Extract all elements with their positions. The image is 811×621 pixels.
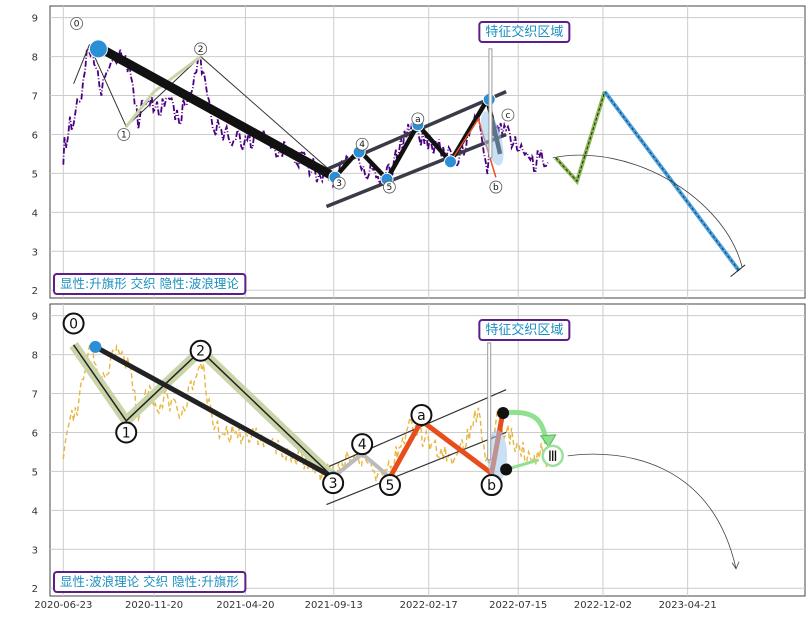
bottom-y-tick-label: 4 — [32, 506, 38, 517]
top-wave-label: c — [505, 111, 510, 121]
top-wave-label-circle — [355, 137, 369, 151]
top-projection-curve — [552, 154, 743, 267]
top-pattern-label-box — [53, 273, 247, 295]
bottom-wave-label-circle — [115, 421, 138, 444]
top-wave-label: 5 — [387, 183, 393, 193]
top-wave-label-circle — [117, 128, 131, 141]
x-tick-label: 2021-04-20 — [216, 600, 274, 611]
bottom-spike-marker — [487, 342, 492, 461]
bottom-wave-label-circle — [189, 339, 212, 362]
top-wave-label: 4 — [359, 140, 365, 150]
bottom-black-node — [500, 463, 513, 476]
top-blue-node — [88, 39, 108, 59]
bottom-wave-label-circle — [541, 444, 564, 468]
x-tick-label: 2023-04-21 — [659, 600, 717, 611]
bottom-y-tick-label: 6 — [32, 428, 38, 439]
bottom-downtrend-line — [94, 344, 335, 480]
top-y-tick-label: 3 — [32, 247, 38, 258]
top-y-tick-label: 6 — [32, 130, 38, 141]
bottom-projection-arrowhead — [731, 561, 740, 570]
bottom-wave-label: 2 — [196, 344, 205, 360]
top-pattern-label: 显性:升旗形 交织 隐性:波浪理论 — [60, 276, 239, 291]
top-wave-label-circle — [194, 42, 208, 56]
bottom-wave-label-circle — [62, 312, 85, 335]
top-wave-label: b — [493, 183, 499, 193]
bottom-wave-label: 5 — [386, 478, 395, 494]
bottom-zone-label: 特征交织区域 — [485, 322, 563, 338]
top-wave-label: 0 — [74, 20, 80, 30]
top-wave-label-circle — [382, 180, 396, 194]
bottom-wave-label-circle — [410, 403, 433, 426]
bottom-wave-label-circle — [378, 474, 401, 497]
top-plot-frame — [49, 5, 806, 299]
bottom-y-tick-label: 7 — [32, 390, 38, 401]
top-wave-band — [125, 55, 202, 128]
bottom-zone-label-box — [478, 319, 571, 341]
top-wave-label: a — [415, 115, 421, 125]
bottom-wave-label: 0 — [69, 316, 78, 332]
bottom-wave-label: 3 — [329, 476, 338, 492]
top-y-tick-label: 2 — [32, 286, 38, 297]
top-y-tick-label: 4 — [32, 208, 38, 219]
top-projection-end-tick — [730, 264, 746, 277]
top-wave-label: 3 — [336, 179, 342, 189]
bottom-wave-label-circle — [480, 474, 503, 497]
x-tick-label: 2021-09-13 — [305, 600, 363, 611]
bottom-plot-frame — [49, 303, 806, 597]
bottom-channel-lower — [326, 431, 507, 506]
x-tick-label: 2022-07-15 — [489, 600, 547, 611]
bottom-y-tick-label: 3 — [32, 545, 38, 556]
top-zone-label-box — [478, 21, 571, 43]
x-tick-label: 2022-02-17 — [400, 600, 458, 611]
bottom-y-tick-label: 2 — [32, 584, 38, 595]
top-projection-green-dash — [555, 91, 606, 183]
top-wave-label: 2 — [198, 45, 204, 55]
bottom-black-node — [497, 407, 510, 420]
bottom-blue-node — [89, 340, 102, 353]
bottom-y-tick-label: 8 — [32, 351, 38, 362]
top-wave-label: 1 — [121, 130, 127, 140]
bottom-wave-label: 1 — [122, 425, 131, 441]
top-y-tick-label: 9 — [32, 14, 38, 25]
bottom-wave-label-circle — [351, 433, 374, 456]
top-zone-label: 特征交织区域 — [485, 24, 563, 40]
bottom-pattern-label: 显性:波浪理论 交织 隐性:升旗形 — [60, 574, 239, 589]
top-y-tick-label: 7 — [32, 92, 38, 103]
top-channel-lower — [325, 132, 507, 209]
top-wave-label-circle — [411, 112, 425, 126]
top-downtrend-line — [96, 44, 340, 182]
top-spike-marker — [488, 48, 493, 159]
bottom-wave-label: a — [417, 408, 426, 424]
bottom-y-tick-label: 9 — [32, 312, 38, 323]
bottom-wave-label: b — [487, 478, 496, 494]
bottom-arrowhead — [539, 434, 557, 448]
bottom-wave-label: Ⅲ — [548, 449, 558, 465]
x-tick-label: 2022-12-02 — [574, 600, 632, 611]
bottom-y-tick-label: 5 — [32, 467, 38, 478]
bottom-pattern-label-box — [53, 571, 247, 593]
top-wave-label-circle — [489, 180, 503, 194]
top-projection-blue-dash — [604, 91, 740, 272]
bottom-projection-curve — [567, 453, 737, 569]
bottom-wave-label-circle — [322, 472, 345, 495]
top-wave-label-circle — [501, 108, 515, 122]
x-tick-label: 2020-11-20 — [125, 600, 183, 611]
top-blue-node — [443, 155, 457, 169]
top-wave-label-circle — [332, 176, 346, 190]
x-tick-label: 2020-06-23 — [34, 600, 92, 611]
top-wave-label-circle — [70, 17, 84, 30]
bottom-wave-label: 4 — [358, 437, 367, 453]
top-y-tick-label: 5 — [32, 169, 38, 180]
top-y-tick-label: 8 — [32, 53, 38, 64]
